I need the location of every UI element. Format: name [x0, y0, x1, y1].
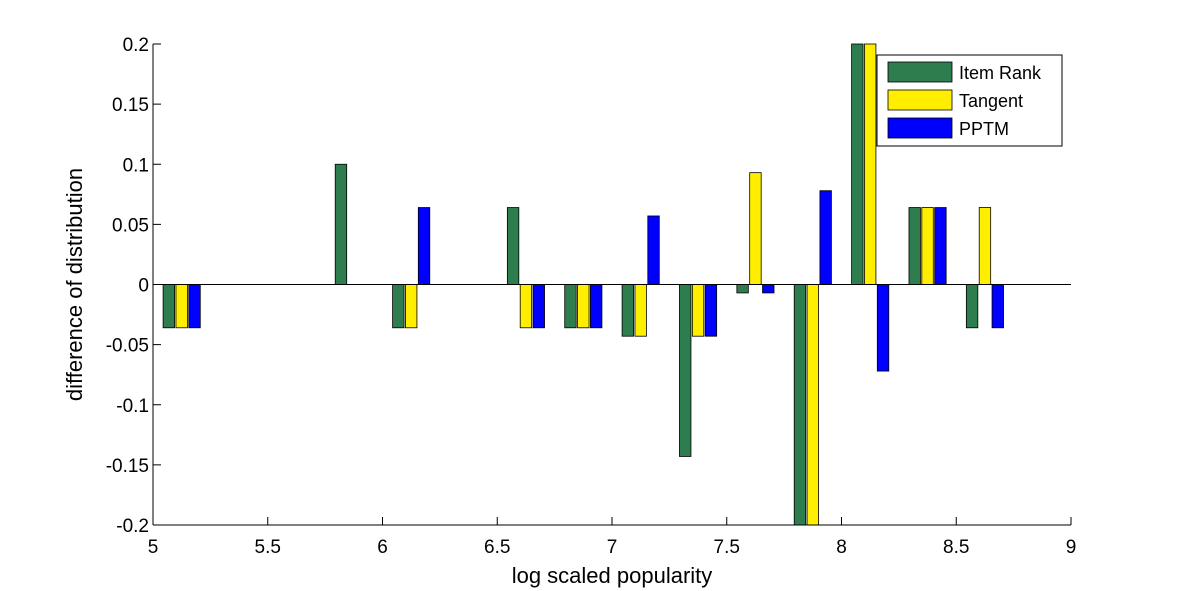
x-tick-label: 9	[1066, 537, 1077, 558]
y-tick-label: -0.2	[116, 516, 149, 537]
bar-tangent	[519, 284, 533, 329]
legend-swatch	[887, 117, 953, 139]
legend: Item Rank Tangent PPTM	[876, 54, 1063, 147]
bar-pptm	[876, 284, 890, 372]
bar-pptm	[590, 284, 603, 329]
bar-tangent	[749, 172, 762, 285]
bar-item-rank	[965, 284, 979, 329]
y-tick-label: -0.05	[106, 336, 149, 357]
legend-label: Item Rank	[959, 63, 1042, 83]
y-tick-label: 0.1	[123, 155, 149, 176]
bar-pptm	[934, 207, 947, 285]
x-axis-label: log scaled popularity	[512, 563, 713, 588]
bar-tangent	[921, 207, 934, 285]
x-tick-label: 8.5	[943, 537, 969, 558]
y-tick-label: 0.05	[112, 215, 149, 236]
y-tick-label: -0.15	[106, 456, 149, 477]
bar-pptm	[647, 215, 660, 285]
bar-item-rank	[162, 284, 175, 329]
bar-pptm	[704, 284, 718, 337]
y-tick-label: 0.15	[112, 95, 149, 116]
bar-tangent	[405, 284, 418, 329]
y-tick-label: -0.1	[116, 396, 149, 417]
bar-item-rank	[908, 207, 921, 285]
bar-pptm	[188, 284, 201, 329]
bar-pptm	[991, 284, 1004, 329]
bar-item-rank	[621, 284, 634, 337]
legend-label: PPTM	[959, 119, 1009, 139]
bar-item-rank	[851, 43, 864, 285]
x-tick-label: 5	[148, 537, 159, 558]
bar-pptm	[417, 207, 431, 285]
y-tick-label: 0.2	[123, 35, 149, 56]
legend-swatch	[887, 89, 953, 111]
x-tick-label: 7	[607, 537, 618, 558]
y-tick-label: 0	[138, 276, 149, 297]
bar-pptm	[762, 284, 775, 294]
legend-swatch	[887, 61, 953, 83]
bar-tangent	[691, 284, 705, 337]
bar-item-rank	[564, 284, 577, 329]
bar-tangent	[864, 43, 877, 285]
bar-item-rank	[793, 284, 807, 526]
x-tick-label: 6	[377, 537, 388, 558]
bar-tangent	[634, 284, 647, 337]
x-tick-label: 7.5	[714, 537, 740, 558]
bar-item-rank	[679, 284, 692, 457]
bar-item-rank	[506, 207, 520, 285]
bar-tangent	[978, 207, 992, 285]
bar-item-rank	[334, 163, 348, 285]
bar-item-rank	[736, 284, 749, 294]
bar-tangent	[577, 284, 590, 329]
x-tick-label: 8	[836, 537, 847, 558]
x-tick-label: 6.5	[484, 537, 510, 558]
y-axis-label: difference of distribution	[62, 168, 87, 401]
bar-pptm	[532, 284, 545, 329]
legend-label: Tangent	[959, 91, 1023, 111]
bar-tangent	[806, 284, 819, 526]
bar-pptm	[819, 190, 832, 285]
bar-item-rank	[392, 284, 405, 329]
bar-tangent	[175, 284, 188, 329]
x-tick-label: 5.5	[255, 537, 281, 558]
ticks-layer: 5 5.5 6 6.5 7 7.5 8 8.5 9 -0.2 -0.15 -0.1 -0.05 0 0.05…	[106, 35, 1077, 558]
